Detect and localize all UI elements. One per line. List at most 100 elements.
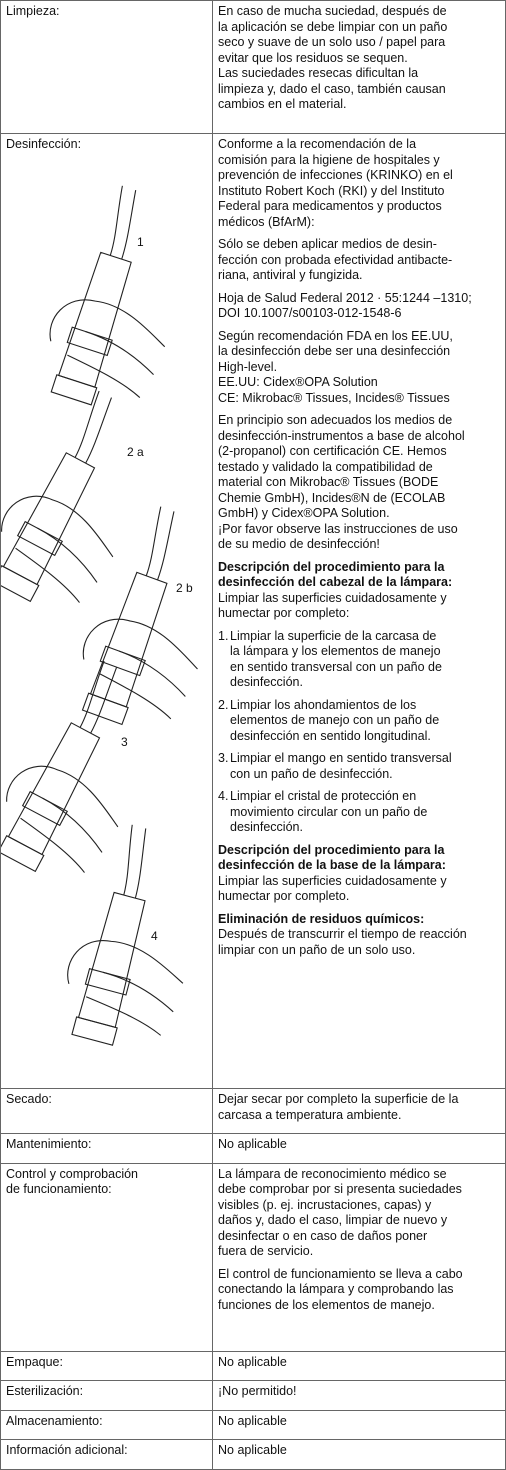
text-line: testado y validado la compatibilidad de xyxy=(218,459,433,474)
heading-line: Eliminación de residuos químicos: xyxy=(218,911,425,926)
text-line: la desinfección debe ser una desinfecció… xyxy=(218,344,451,358)
paragraph: 1. Limpiar la superficie de la carcasa de… xyxy=(218,629,500,691)
text-line: No aplicable xyxy=(218,1443,287,1457)
row-label: Mantenimiento: xyxy=(0,1133,213,1164)
text-line: Las suciedades resecas dificultan la xyxy=(218,66,419,80)
text-line: humectar por completo: xyxy=(218,606,350,620)
text-line: Instituto Robert Koch (RKI) y del Instit… xyxy=(218,183,445,198)
text-line: limpiar con un paño de un solo uso. xyxy=(218,942,416,957)
text-line: No aplicable xyxy=(218,1137,287,1151)
ring xyxy=(50,374,98,406)
table-row: Secado: Dejar secar por completo la super… xyxy=(0,1088,506,1134)
table-row: Mantenimiento: No aplicable xyxy=(0,1133,506,1164)
row-content: ¡No permitido! xyxy=(212,1380,506,1411)
text-line: Conforme a la recomendación de la xyxy=(218,137,417,151)
ring xyxy=(81,692,129,726)
row-label: Desinfección: 1 2 a 2 b 3 4 xyxy=(0,133,213,1089)
text-line: Chemie GmbH), Incides®N de (ECOLAB xyxy=(218,490,446,505)
cable xyxy=(74,390,112,464)
label-text: Secado: xyxy=(6,1092,52,1106)
row-label: Secado: xyxy=(0,1088,213,1134)
text-line: No aplicable xyxy=(218,1354,287,1369)
label-text: Información adicional: xyxy=(6,1443,128,1457)
hand xyxy=(6,765,119,873)
paragraph: 4. Limpiar el cristal de protección en mov… xyxy=(218,789,500,836)
paragraph: En caso de mucha suciedad, después de la … xyxy=(218,4,500,113)
table-row: Almacenamiento: No aplicable xyxy=(0,1409,506,1440)
text-line: médicos (BfArM): xyxy=(218,214,315,229)
text-line: EE.UU: Cidex®OPA Solution xyxy=(218,375,378,389)
table-row: Esterilización: ¡No permitido! xyxy=(0,1380,506,1411)
text-line: Hoja de Salud Federal 2012 · 55:1244 –13… xyxy=(218,290,472,305)
text-line: funciones de los elementos de manejo. xyxy=(218,1297,435,1312)
text-line: limpieza y, dado el caso, también causan xyxy=(218,81,446,96)
paragraph: Descripción del procedimiento para la des… xyxy=(218,560,500,622)
ring xyxy=(84,967,131,996)
paragraph: 3. Limpiar el mango en sentido transversa… xyxy=(218,751,500,782)
label-text: Empaque: xyxy=(6,1354,63,1369)
text-line: material con Mikrobac® Tissues (BODE xyxy=(218,475,439,489)
cable xyxy=(79,660,117,734)
text-line: Limpiar el mango en sentido transversal xyxy=(230,751,452,765)
paragraph: Conforme a la recomendación de la comisió… xyxy=(218,137,500,230)
text-line: movimiento circular con un paño de xyxy=(230,804,428,819)
label-text: Limpieza: xyxy=(6,4,60,18)
text-line: desinfección-instrumentos a base de alco… xyxy=(218,428,465,443)
text-line: desinfección. xyxy=(230,675,303,689)
cable xyxy=(145,506,175,581)
handle xyxy=(77,891,146,1028)
cable xyxy=(109,185,137,260)
text-line: Limpiar la superficie de la carcasa de xyxy=(230,628,437,643)
text-line: ¡No permitido! xyxy=(218,1384,297,1398)
list-marker: 3. xyxy=(218,751,229,765)
row-content: No aplicable xyxy=(212,1350,506,1381)
heading-line: desinfección del cabezal de la lámpara: xyxy=(218,575,453,589)
text-line: Sólo se deben aplicar medios de desin- xyxy=(218,237,437,251)
text-line: Limpiar los ahondamientos de los xyxy=(230,697,417,712)
paragraph: Según recomendación FDA en los EE.UU, la … xyxy=(218,329,500,407)
paragraph: No aplicable xyxy=(218,1137,500,1153)
hand xyxy=(1,495,114,603)
text-line: conectando la lámpara y comprobando las xyxy=(218,1282,454,1296)
text-line: En principio son adecuados los medios de xyxy=(218,413,453,427)
row-content: No aplicable xyxy=(212,1439,506,1470)
label-text: Control y comprobación de funcionamiento… xyxy=(6,1166,139,1197)
text-line: ¡Por favor observe las instrucciones de … xyxy=(218,521,458,536)
paragraph: No aplicable xyxy=(218,1414,500,1430)
lamp-illustration xyxy=(67,824,184,1046)
text-line: comisión para la higiene de hospitales y xyxy=(218,152,440,167)
text-line: cambios en el material. xyxy=(218,97,347,111)
text-line: No aplicable xyxy=(218,1413,287,1428)
row-content: No aplicable xyxy=(212,1409,506,1440)
figure-label: 2 a xyxy=(127,445,144,459)
paragraph: El control de funcionamiento se lleva a … xyxy=(218,1267,500,1314)
text-line: daños y, dado el caso, limpiar de nuevo … xyxy=(218,1213,448,1227)
text-line: debe comprobar por si presenta suciedade… xyxy=(218,1182,462,1196)
lamp-illustration xyxy=(1,660,119,873)
hand xyxy=(82,618,198,720)
row-label: Limpieza: xyxy=(0,0,213,134)
list-marker: 1. xyxy=(218,628,229,643)
text-line: High-level. xyxy=(218,359,278,374)
heading-line: Descripción del procedimiento para la xyxy=(218,559,445,574)
table-row: Limpieza: En caso de mucha suciedad, desp… xyxy=(0,0,506,134)
text-line: visibles (p. ej. incrustaciones, capas) … xyxy=(218,1197,432,1212)
text-line: seco y suave de un solo uso / papel para xyxy=(218,35,446,49)
text-line: Según recomendación FDA en los EE.UU, xyxy=(218,328,453,343)
text-line: con un paño de desinfección. xyxy=(230,766,393,781)
row-content: La lámpara de reconocimiento médico se de… xyxy=(212,1162,506,1352)
text-line: Federal para medicamentos y productos xyxy=(218,199,442,213)
table-row: Información adicional: No aplicable xyxy=(0,1439,506,1470)
list-marker: 4. xyxy=(218,789,229,803)
figure-label: 4 xyxy=(151,929,158,943)
text-line: la aplicación se debe limpiar con un pañ… xyxy=(218,19,448,34)
row-content: Dejar secar por completo la superficie d… xyxy=(212,1088,506,1134)
paragraph: No aplicable xyxy=(218,1355,500,1371)
text-line: En caso de mucha suciedad, después de xyxy=(218,4,447,18)
table-row: Desinfección: 1 2 a 2 b 3 4 Conforme a la reco… xyxy=(0,133,506,1089)
heading-line: desinfección de la base de la lámpara: xyxy=(218,858,446,872)
ring xyxy=(71,1016,118,1046)
text-line: desinfección. xyxy=(230,820,303,834)
